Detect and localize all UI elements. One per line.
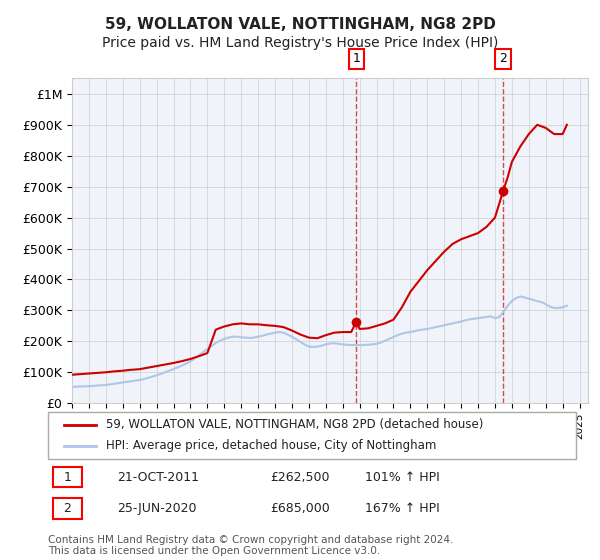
Text: 59, WOLLATON VALE, NOTTINGHAM, NG8 2PD (detached house): 59, WOLLATON VALE, NOTTINGHAM, NG8 2PD (… bbox=[106, 418, 484, 431]
Text: £685,000: £685,000 bbox=[270, 502, 329, 515]
FancyBboxPatch shape bbox=[53, 498, 82, 519]
Text: HPI: Average price, detached house, City of Nottingham: HPI: Average price, detached house, City… bbox=[106, 440, 436, 452]
Text: 167% ↑ HPI: 167% ↑ HPI bbox=[365, 502, 440, 515]
FancyBboxPatch shape bbox=[48, 412, 576, 459]
Text: 21-OCT-2011: 21-OCT-2011 bbox=[116, 470, 199, 484]
Text: £262,500: £262,500 bbox=[270, 470, 329, 484]
Text: Contains HM Land Registry data © Crown copyright and database right 2024.
This d: Contains HM Land Registry data © Crown c… bbox=[48, 535, 454, 557]
Text: 2: 2 bbox=[64, 502, 71, 515]
Text: 1: 1 bbox=[64, 470, 71, 484]
Text: 101% ↑ HPI: 101% ↑ HPI bbox=[365, 470, 440, 484]
Text: 59, WOLLATON VALE, NOTTINGHAM, NG8 2PD: 59, WOLLATON VALE, NOTTINGHAM, NG8 2PD bbox=[104, 17, 496, 32]
FancyBboxPatch shape bbox=[53, 467, 82, 487]
Text: 25-JUN-2020: 25-JUN-2020 bbox=[116, 502, 196, 515]
Text: Price paid vs. HM Land Registry's House Price Index (HPI): Price paid vs. HM Land Registry's House … bbox=[102, 36, 498, 50]
Text: 1: 1 bbox=[352, 53, 360, 66]
Text: 2: 2 bbox=[499, 53, 507, 66]
